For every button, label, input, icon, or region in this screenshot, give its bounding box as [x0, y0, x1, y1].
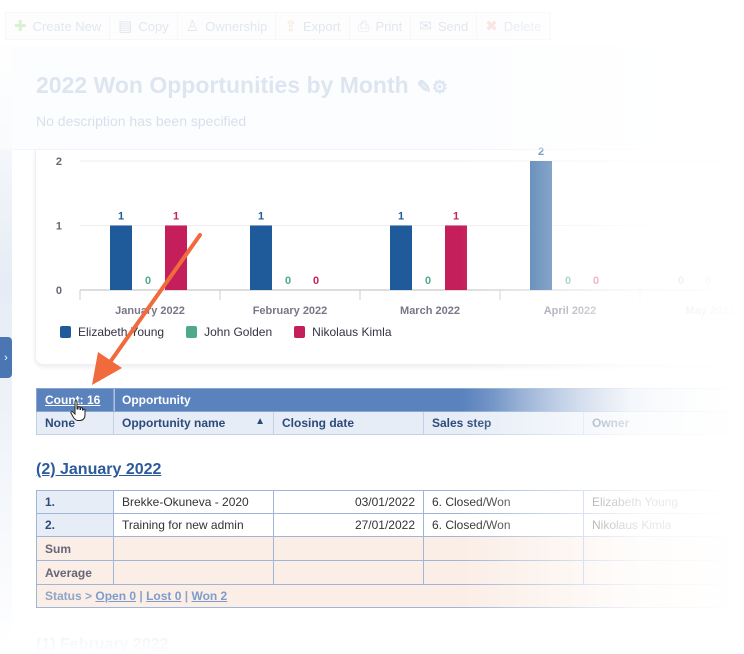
- table-row[interactable]: 1. Brekke-Okuneva - 2020 03/01/2022 6. C…: [36, 490, 744, 514]
- y-tick-label: 2: [56, 156, 62, 168]
- chart-legend: Elizabeth Young John Golden Nikolaus Kim…: [60, 325, 392, 339]
- y-tick-label: 1: [56, 221, 62, 233]
- sort-ascending-icon: ▲: [255, 416, 265, 427]
- data-label: 0: [313, 275, 319, 287]
- x-tick-label: February 2022: [253, 305, 328, 317]
- send-button[interactable]: ✉ Send: [411, 13, 478, 39]
- closing-date: 03/01/2022: [273, 490, 424, 514]
- print-button[interactable]: ⎙ Print: [350, 13, 412, 39]
- data-label: 0: [678, 275, 684, 287]
- data-label: 1: [398, 211, 404, 223]
- column-owner[interactable]: Owner: [583, 411, 744, 435]
- edit-settings-icon[interactable]: ✎⚙: [416, 77, 448, 97]
- expand-sidebar-button[interactable]: ›: [0, 337, 12, 378]
- table-row[interactable]: 2. Training for new admin 27/01/2022 6. …: [36, 513, 744, 537]
- bar: [530, 161, 552, 290]
- owner: Elizabeth Young: [583, 490, 744, 514]
- group-heading-january[interactable]: (2) January 2022: [36, 461, 162, 478]
- row-number: 2.: [36, 513, 114, 537]
- legend-swatch: [186, 326, 198, 338]
- bar: [250, 225, 272, 290]
- status-label: Status >: [45, 589, 93, 603]
- export-icon: ⇪: [284, 18, 297, 35]
- owner: Nikolaus Kimla: [583, 513, 744, 537]
- x-tick-label: April 2022: [544, 305, 597, 317]
- data-label: 1: [173, 211, 179, 223]
- delete-button[interactable]: ✖ Delete: [477, 13, 551, 39]
- ownership-icon: ♙: [185, 18, 200, 35]
- mail-icon: ✉: [419, 18, 432, 35]
- y-tick-label: 0: [56, 285, 62, 297]
- legend-item-john-golden[interactable]: John Golden: [186, 325, 272, 339]
- data-label: 1: [258, 211, 264, 223]
- count-link[interactable]: Count: 16: [36, 388, 114, 412]
- sales-step: 6. Closed/Won: [423, 513, 584, 537]
- copy-icon: ▤: [118, 18, 133, 35]
- x-tick-label: January 2022: [115, 305, 185, 317]
- bar-chart: 0 1 2 January 2022 1 0 1 February 2022 1 0 0 March …: [56, 146, 744, 317]
- average-row: Average: [36, 560, 744, 585]
- bar: [110, 225, 132, 290]
- grouping-none[interactable]: None: [36, 411, 114, 435]
- data-label: 0: [733, 275, 739, 287]
- status-open-link[interactable]: Open 0: [95, 589, 137, 603]
- sum-label: Sum: [36, 536, 114, 561]
- report-table-header: Count: 16 Opportunity None Opportunity n…: [36, 388, 744, 435]
- closing-date: 27/01/2022: [273, 513, 424, 537]
- column-closing-date[interactable]: Closing date: [273, 411, 424, 435]
- data-label: 2: [538, 146, 544, 158]
- data-label: 1: [118, 211, 124, 223]
- x-tick-label: March 2022: [400, 305, 460, 317]
- data-label: 0: [593, 275, 599, 287]
- data-label: 0: [705, 275, 711, 287]
- report-description: No description has been specified: [36, 113, 247, 129]
- data-label: 1: [453, 211, 459, 223]
- row-number: 1.: [36, 490, 114, 514]
- chevron-right-icon: ›: [4, 351, 8, 364]
- status-lost-link[interactable]: Lost 0: [146, 589, 182, 603]
- legend-item-elizabeth-young[interactable]: Elizabeth Young: [60, 325, 164, 339]
- delete-icon: ✖: [485, 18, 498, 35]
- copy-button[interactable]: ▤ Copy: [110, 13, 178, 39]
- sum-row: Sum: [36, 536, 744, 561]
- opportunity-name[interactable]: Brekke-Okuneva - 2020: [113, 490, 274, 514]
- bar: [165, 225, 187, 290]
- january-table: 1. Brekke-Okuneva - 2020 03/01/2022 6. C…: [36, 490, 744, 608]
- bar: [445, 225, 467, 290]
- data-label: 0: [565, 275, 571, 287]
- legend-swatch: [60, 326, 71, 338]
- export-button[interactable]: ⇪ Export: [276, 13, 350, 39]
- legend-item-nikolaus-kimla[interactable]: Nikolaus Kimla: [294, 325, 392, 339]
- column-sales-step[interactable]: Sales step: [423, 411, 584, 435]
- ownership-button[interactable]: ♙ Ownership: [178, 13, 277, 39]
- status-won-link[interactable]: Won 2: [191, 589, 228, 603]
- opportunity-name[interactable]: Training for new admin: [113, 513, 274, 537]
- group-heading-february[interactable]: (1) February 2022: [36, 636, 169, 653]
- column-opportunity-name[interactable]: Opportunity name ▲: [113, 411, 274, 435]
- sales-step: 6. Closed/Won: [423, 490, 584, 514]
- toolbar: ✚ Create New ▤ Copy ♙ Ownership ⇪ Export ⎙ Pr…: [5, 12, 552, 40]
- group-header: Opportunity: [113, 388, 744, 412]
- plus-icon: ✚: [14, 18, 27, 35]
- bar: [390, 225, 412, 290]
- print-icon: ⎙: [357, 17, 370, 35]
- page-title: 2022 Won Opportunities by Month ✎⚙: [36, 72, 448, 98]
- average-label: Average: [36, 560, 114, 585]
- data-label: 0: [425, 275, 431, 287]
- x-tick-label: May 2022: [686, 305, 735, 317]
- create-new-button[interactable]: ✚ Create New: [6, 13, 111, 39]
- status-row: Status > Open 0 | Lost 0 | Won 2: [36, 584, 744, 608]
- data-label: 0: [145, 275, 151, 287]
- data-label: 0: [285, 275, 291, 287]
- legend-swatch: [294, 326, 306, 338]
